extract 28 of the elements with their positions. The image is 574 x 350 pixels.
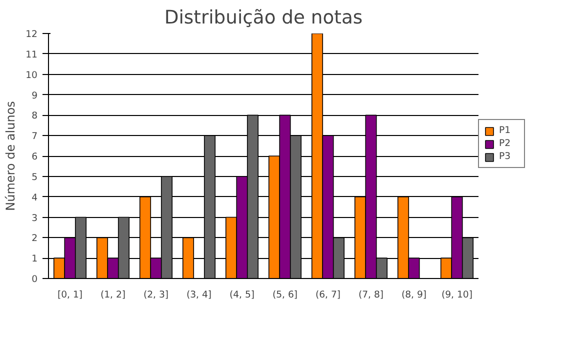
- x-tick-label: (3, 4]: [186, 290, 212, 300]
- legend-label: P3: [499, 151, 512, 162]
- y-tick-label: 12: [26, 29, 38, 40]
- x-tick-label: (8, 9]: [401, 290, 427, 300]
- y-tick-label: 10: [26, 70, 38, 81]
- legend-label: P1: [499, 125, 512, 136]
- y-tick-label: 7: [32, 131, 38, 142]
- x-tick-label: (6, 7]: [315, 290, 341, 300]
- y-tick-label: 3: [32, 212, 38, 224]
- y-tick-label: 11: [26, 49, 38, 60]
- x-tick-label: (4, 5]: [229, 290, 255, 300]
- x-tick-label: (7, 8]: [358, 290, 384, 300]
- y-axis-title: Número de alunos: [4, 101, 18, 211]
- x-tick-label: (2, 3]: [143, 290, 169, 300]
- x-tick-label: (9, 10]: [441, 290, 473, 300]
- y-tick-label: 1: [32, 254, 38, 265]
- y-tick-label: 6: [32, 152, 38, 162]
- y-tick-label: 9: [32, 90, 38, 102]
- x-tick-label: (1, 2]: [100, 290, 126, 300]
- x-tick-label: (5, 6]: [272, 290, 298, 300]
- y-tick-label: 0: [32, 274, 38, 285]
- y-tick-label: 4: [32, 192, 38, 204]
- chart-title: Distribuição de notas: [164, 8, 363, 28]
- y-tick-label: 5: [32, 172, 38, 183]
- x-tick-label: [0, 1]: [57, 290, 83, 300]
- y-tick-label: 8: [32, 110, 38, 122]
- y-tick-label: 2: [32, 233, 38, 244]
- legend-label: P2: [499, 138, 512, 149]
